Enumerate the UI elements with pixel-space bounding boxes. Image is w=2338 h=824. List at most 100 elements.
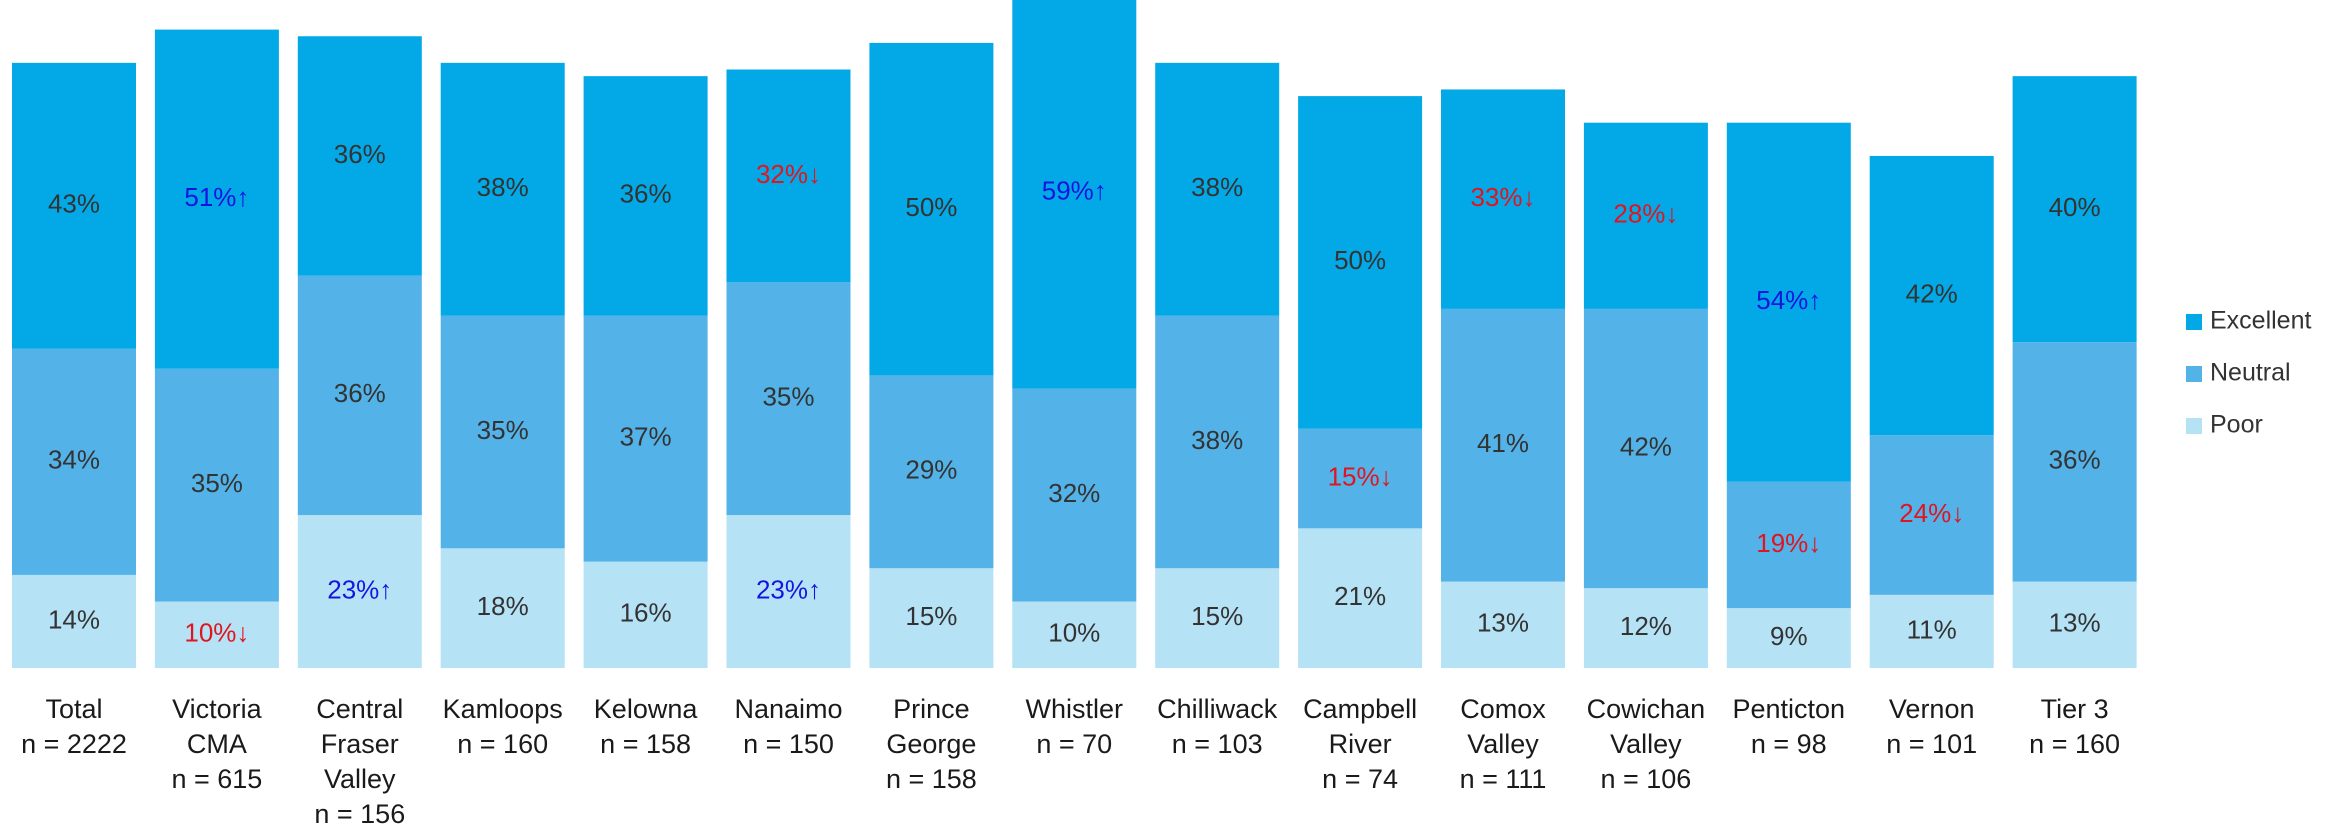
bar-poor-penticton	[1726, 608, 1851, 668]
data-label-excellent-campbell: 50%	[1334, 245, 1386, 275]
data-label-neutral-tier-3: 36%	[2049, 445, 2101, 475]
bar-excellent-penticton	[1726, 122, 1851, 482]
data-label-excellent-whistler: 59%↑	[1042, 175, 1107, 205]
data-label-poor-prince: 15%	[905, 601, 957, 631]
data-label-neutral-comox: 41%	[1477, 428, 1529, 458]
data-label-neutral-penticton: 19%↓	[1756, 528, 1821, 558]
bar-poor-kamloops	[440, 548, 565, 668]
legend: Excellent Neutral Poor	[2186, 307, 2311, 439]
category-label-prince: Prince George n = 158	[886, 694, 977, 794]
bar-poor-victoria	[154, 601, 279, 668]
category-label-line: n = 150	[743, 729, 834, 759]
legend-label-neutral: Neutral	[2210, 359, 2291, 387]
category-label-comox: Comox Valley n = 111	[1460, 694, 1547, 794]
category-label-line: n = 111	[1460, 764, 1547, 794]
bar-neutral-total	[12, 348, 136, 575]
data-label-neutral-whistler: 32%	[1048, 478, 1100, 508]
bar-excellent-total	[12, 62, 136, 349]
data-label-excellent-nanaimo: 32%↓	[756, 159, 821, 189]
bar-poor-campbell	[1298, 528, 1423, 668]
data-label-poor-kamloops: 18%	[477, 591, 529, 621]
category-label-line: Kamloops	[443, 694, 563, 724]
data-label-poor-penticton: 9%	[1770, 621, 1808, 651]
bar-neutral-cowichan	[1583, 308, 1708, 589]
data-label-poor-total: 14%	[48, 604, 100, 634]
data-label-poor-campbell: 21%	[1334, 581, 1386, 611]
category-label-kamloops: Kamloops n = 160	[443, 694, 563, 759]
bars-group: 14% 34% 43% 10%↓ 35% 51%↑ 23%↑ 36% 36% 18% 35% 38% 1…	[12, 0, 2137, 668]
bar-poor-comox	[1441, 581, 1565, 668]
bar-poor-vernon	[1869, 594, 1994, 668]
category-label-penticton: Penticton n = 98	[1733, 694, 1846, 759]
bar-excellent-kamloops	[440, 62, 565, 316]
bar-neutral-nanaimo	[726, 282, 851, 516]
bar-poor-chilliwack	[1155, 568, 1280, 668]
data-label-excellent-prince: 50%	[905, 192, 957, 222]
data-label-poor-vernon: 11%	[1907, 614, 1957, 644]
bar-neutral-prince	[869, 375, 994, 569]
legend-swatch-neutral	[2186, 366, 2202, 382]
category-label-line: CMA	[187, 729, 247, 759]
category-label-line: Chilliwack	[1157, 694, 1278, 724]
category-label-cowichan: Cowichan Valley n = 106	[1587, 694, 1706, 794]
category-label-line: Valley	[1610, 729, 1682, 759]
data-label-excellent-chilliwack: 38%	[1191, 172, 1243, 202]
data-label-neutral-nanaimo: 35%	[762, 382, 814, 412]
category-label-tier-3: Tier 3 n = 160	[2029, 694, 2120, 759]
data-label-excellent-total: 43%	[48, 189, 100, 219]
data-label-neutral-total: 34%	[48, 445, 100, 475]
bar-neutral-comox	[1441, 308, 1565, 582]
bar-excellent-central	[297, 36, 422, 276]
category-label-line: George	[886, 729, 976, 759]
data-label-excellent-vernon: 42%	[1906, 278, 1958, 308]
category-label-line: n = 158	[600, 729, 691, 759]
data-label-poor-central: 23%↑	[327, 574, 392, 604]
data-label-neutral-kamloops: 35%	[477, 415, 529, 445]
data-label-poor-whistler: 10%	[1048, 618, 1100, 648]
data-label-excellent-cowichan: 28%↓	[1613, 199, 1678, 229]
category-label-line: Total	[45, 694, 102, 724]
bar-neutral-victoria	[154, 368, 279, 602]
data-label-neutral-vernon: 24%↓	[1899, 498, 1964, 528]
category-label-line: Prince	[893, 694, 970, 724]
bar-excellent-vernon	[1869, 155, 1994, 436]
legend-label-poor: Poor	[2210, 411, 2263, 439]
bar-excellent-campbell	[1298, 96, 1423, 429]
bar-neutral-vernon	[1869, 435, 1994, 595]
bar-poor-cowichan	[1583, 588, 1708, 668]
bar-excellent-tier-3	[2012, 76, 2137, 343]
data-label-excellent-penticton: 54%↑	[1756, 285, 1821, 315]
bar-neutral-penticton	[1726, 481, 1851, 609]
category-label-line: Kelowna	[594, 694, 699, 724]
bar-excellent-whistler	[1012, 0, 1137, 389]
data-label-excellent-victoria: 51%↑	[184, 182, 249, 212]
data-label-excellent-central: 36%	[334, 139, 386, 169]
data-label-neutral-victoria: 35%	[191, 468, 243, 498]
category-label-line: Vernon	[1889, 694, 1975, 724]
data-label-poor-kelowna: 16%	[620, 598, 672, 628]
bar-neutral-whistler	[1012, 388, 1137, 602]
bar-neutral-kamloops	[440, 315, 565, 549]
category-label-line: n = 103	[1172, 729, 1263, 759]
data-label-excellent-kelowna: 36%	[620, 179, 672, 209]
data-label-neutral-campbell: 15%↓	[1328, 461, 1393, 491]
bar-excellent-chilliwack	[1155, 62, 1280, 316]
data-label-poor-chilliwack: 15%	[1191, 601, 1243, 631]
category-label-line: n = 98	[1751, 729, 1827, 759]
data-label-excellent-tier-3: 40%	[2049, 192, 2101, 222]
category-label-line: Penticton	[1733, 694, 1846, 724]
bar-neutral-campbell	[1298, 428, 1423, 529]
category-label-line: n = 160	[457, 729, 548, 759]
category-label-line: n = 106	[1600, 764, 1691, 794]
category-label-line: Campbell	[1303, 694, 1417, 724]
category-label-total: Total n = 2222	[21, 694, 127, 759]
category-label-line: Valley	[1467, 729, 1539, 759]
category-label-line: Comox	[1460, 694, 1546, 724]
category-label-line: n = 2222	[21, 729, 127, 759]
category-label-central: Central Fraser Valley n = 156	[314, 694, 405, 824]
data-label-neutral-kelowna: 37%	[620, 421, 672, 451]
category-label-nanaimo: Nanaimo n = 150	[734, 694, 842, 759]
bar-excellent-kelowna	[583, 76, 708, 316]
bar-poor-total	[12, 574, 136, 668]
